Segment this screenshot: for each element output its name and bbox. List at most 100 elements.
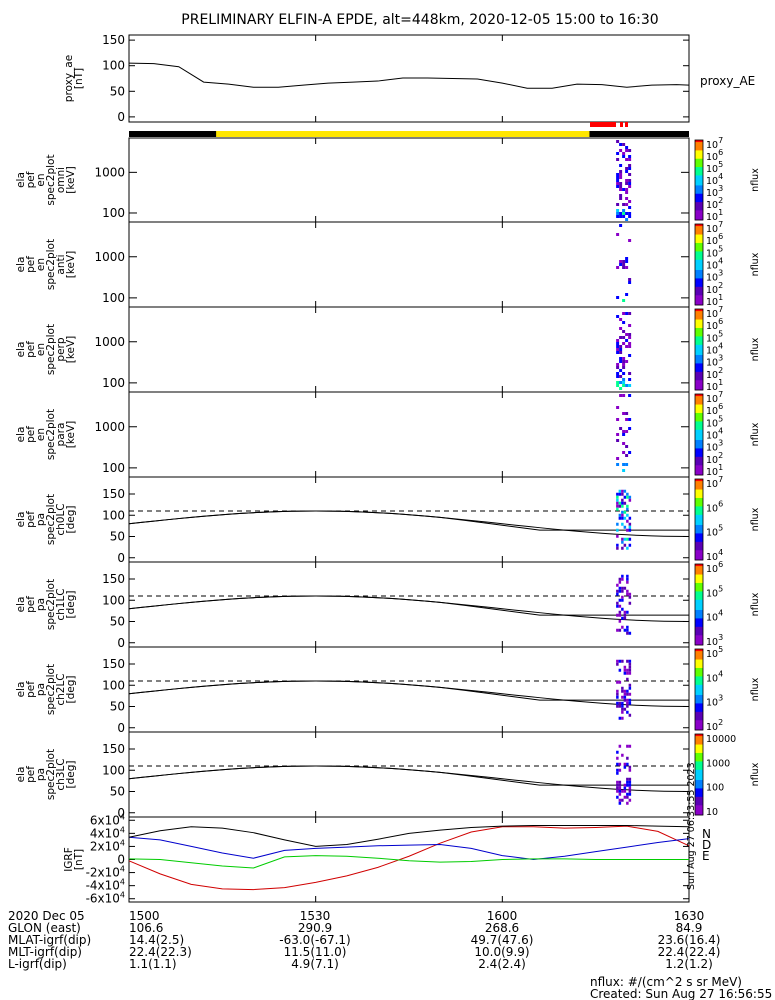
colorbar-segment: [695, 744, 703, 747]
colorbar-segment: [695, 514, 703, 517]
colorbar-pa_ch2LC: [694, 648, 704, 731]
colorbar-segment: [695, 554, 703, 558]
spec-pixel: [628, 372, 632, 375]
spec-pixel: [625, 179, 629, 182]
colorbar-segment: [695, 549, 703, 552]
spec-pixel: [623, 510, 627, 514]
colorbar-segment: [695, 422, 703, 425]
colorbar-segment: [695, 652, 703, 655]
colorbar-segment: [695, 548, 703, 551]
spec-pixel: [626, 801, 629, 805]
spec-pixel: [625, 197, 629, 200]
colorbar-segment: [695, 659, 703, 662]
spec-pixel: [616, 507, 619, 511]
colorbar-segment: [695, 339, 703, 342]
spec-pixel: [621, 598, 624, 602]
spec-pixel: [616, 182, 620, 185]
axis-label: pef: [25, 426, 37, 443]
spec-pixel: [619, 348, 623, 351]
colorbar-segment: [695, 211, 703, 214]
status-segment-red: [590, 122, 616, 127]
colorbar-segment: [695, 628, 703, 631]
colorbar-segment: [695, 299, 703, 303]
axis-label: IGRF: [63, 847, 75, 872]
spec-pixel: [621, 607, 624, 611]
spec-pixel: [619, 336, 623, 339]
spec-pixel: [616, 786, 619, 790]
spec-pixel: [625, 266, 629, 269]
spec-pixel: [619, 427, 623, 430]
spec-pixel: [616, 783, 619, 787]
colorbar-segment: [695, 314, 703, 317]
colorbar-segment: [695, 322, 703, 325]
colorbar-tick-label: 106: [706, 499, 723, 514]
colorbar-segment: [695, 631, 703, 634]
spec-pixel: [628, 354, 632, 357]
spec-pixel: [618, 610, 622, 614]
spec-pixel: [626, 795, 629, 799]
spec-pixel: [616, 296, 620, 299]
colorbar-segment: [695, 696, 703, 699]
colorbar-segment: [695, 156, 703, 159]
colorbar-label: nflux: [750, 592, 761, 616]
colorbar-segment: [695, 553, 703, 556]
colorbar-segment: [695, 781, 703, 784]
colorbar-segment: [695, 684, 703, 687]
spec-pixel: [626, 492, 629, 496]
spec-pixel: [625, 158, 629, 161]
spec-pixel: [618, 504, 622, 508]
colorbar-segment: [695, 582, 703, 585]
colorbar-segment: [695, 479, 703, 482]
legend-D: D: [702, 838, 711, 852]
colorbar-segment: [695, 191, 703, 194]
colorbar-segment: [695, 254, 703, 257]
colorbar-segment: [695, 654, 703, 657]
panel-en_perp: elapefenspec2plotperp[keV]10010001011021…: [15, 305, 761, 393]
spec-pixel: [626, 495, 629, 499]
spec-pixel: [619, 143, 623, 146]
spec-pixel: [622, 321, 626, 324]
spec-pixel: [616, 185, 620, 188]
panel-frame: [128, 391, 690, 478]
colorbar-segment: [695, 811, 703, 814]
colorbar-segment: [695, 405, 703, 408]
axis-label: ch1LC: [55, 588, 67, 620]
spec-pixel: [626, 528, 629, 532]
spec-pixel: [623, 695, 627, 699]
colorbar-segment: [695, 229, 703, 232]
colorbar-segment: [695, 599, 703, 602]
colorbar-segment: [695, 796, 703, 799]
colorbar-segment: [695, 766, 703, 769]
colorbar-segment: [695, 713, 703, 716]
colorbar-segment: [695, 724, 703, 728]
colorbar-segment: [695, 791, 703, 794]
colorbar-tick-label: 104: [706, 257, 723, 272]
colorbar-segment: [695, 357, 703, 361]
spec-pixel: [618, 762, 622, 766]
spec-pixel: [628, 659, 632, 663]
spec-pixel: [616, 501, 619, 505]
colorbar-segment: [695, 664, 703, 667]
spec-pixel: [616, 173, 620, 176]
colorbar-segment: [695, 170, 703, 173]
spec-pixel: [628, 378, 632, 381]
colorbar-segment: [695, 754, 703, 757]
colorbar-tick-label: 103: [706, 694, 723, 709]
colorbar-segment: [695, 274, 703, 277]
colorbar-segment: [695, 660, 703, 663]
colorbar-segment: [695, 574, 703, 577]
spec-pixel: [616, 604, 619, 608]
spec-pixel: [618, 780, 622, 784]
spec-pixel: [623, 786, 627, 790]
colorbar-tick-label: 106: [706, 560, 723, 575]
colorbar-segment: [695, 591, 703, 594]
ytick-label: 0: [117, 110, 125, 124]
colorbar-tick-label: 106: [706, 232, 723, 247]
axis-label: en: [35, 258, 47, 271]
spec-pixel: [618, 668, 622, 672]
axis-label: spec2plot: [45, 409, 57, 460]
colorbar-segment: [695, 417, 703, 420]
spec-pixel: [616, 504, 619, 508]
spec-pixel: [623, 610, 627, 614]
spec-pixel: [626, 792, 629, 796]
